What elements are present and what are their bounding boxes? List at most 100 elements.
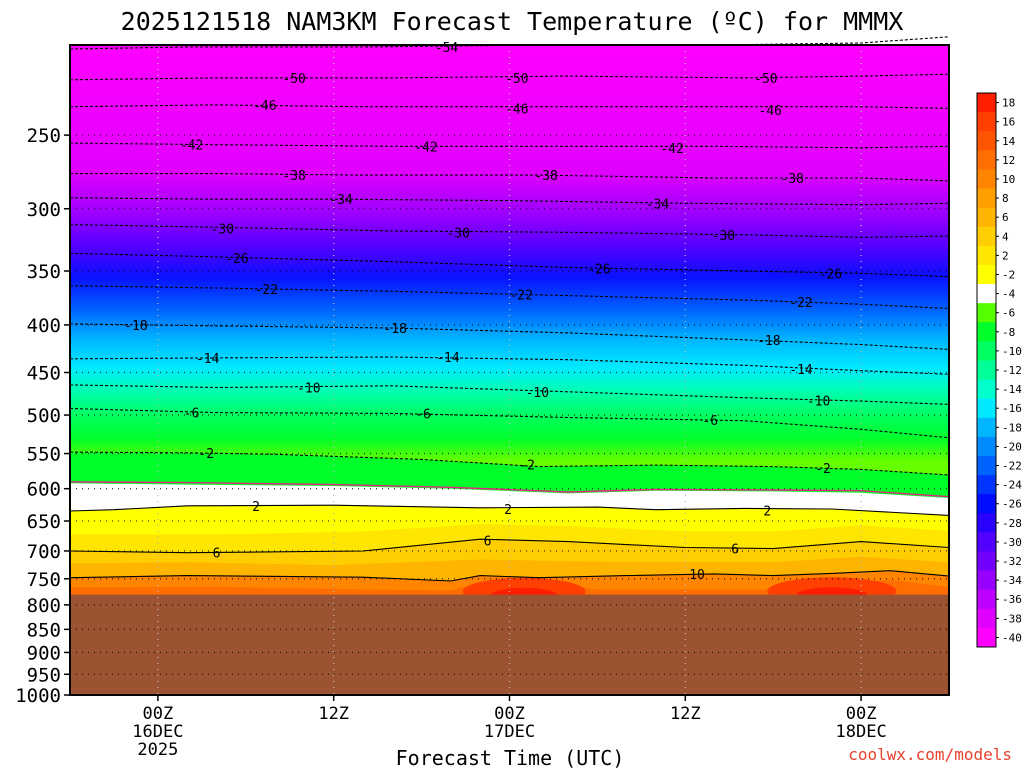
- x-axis-title: Forecast Time (UTC): [396, 746, 625, 768]
- isotherm-label-10-0: 10: [689, 568, 705, 583]
- isotherm-label--14-2: -14: [789, 363, 813, 378]
- isotherm-label-6-0: 6: [213, 547, 221, 562]
- freezing-line: [69, 481, 950, 498]
- colorbar-swatch--10: [977, 341, 996, 361]
- y-tick-label-450: 450: [27, 363, 61, 385]
- colorbar-label--38: -38: [1002, 612, 1022, 625]
- colorbar-swatch-18: [977, 93, 996, 113]
- colorbar-label--16: -16: [1002, 402, 1022, 415]
- isotherm-label--42-1: -42: [414, 140, 437, 155]
- isotherm-label--26-0: -26: [225, 252, 248, 267]
- colorbar-swatch--26: [977, 494, 996, 514]
- isotherm--26: [69, 252, 950, 278]
- y-tick-label-500: 500: [27, 405, 61, 427]
- colorbar-swatch--18: [977, 417, 996, 438]
- isotherm-label--38-1: -38: [534, 169, 557, 184]
- x-tick-label-0-3: 2025: [137, 740, 178, 760]
- colorbar-swatch-8: [977, 188, 996, 209]
- isotherm-label-6-2: 6: [731, 543, 739, 558]
- colorbar-label--32: -32: [1002, 555, 1022, 568]
- isotherm--42: [69, 142, 950, 149]
- colorbar-label--20: -20: [1002, 440, 1022, 453]
- isotherm-label--50-2: -50: [754, 72, 777, 87]
- colorbar-swatch--40: [977, 627, 996, 648]
- isotherm-label--46-1: -46: [505, 102, 528, 117]
- isotherm-label-6-1: 6: [484, 534, 492, 549]
- isotherm--54: [69, 36, 950, 50]
- isotherm-label--30-1: -30: [446, 226, 469, 241]
- below-ground-mask: [70, 594, 949, 695]
- x-tick-label-3-1: 12Z: [670, 704, 701, 724]
- colorbar-label-4: 4: [1002, 230, 1009, 243]
- colorbar-label--8: -8: [1002, 326, 1015, 339]
- isotherm-label--14-1: -14: [436, 351, 460, 366]
- isotherm-label--18-2: -18: [757, 334, 780, 349]
- x-tick-label-2-2: 17DEC: [484, 722, 535, 742]
- isotherm-label--22-2: -22: [789, 296, 812, 311]
- colorbar-label--2: -2: [1002, 268, 1015, 281]
- colorbar-swatch--14: [977, 379, 996, 400]
- isotherm-label--46-0: -46: [253, 99, 276, 114]
- isotherm-label--34-0: -34: [329, 193, 353, 208]
- isotherm-label--54-0: -54: [435, 41, 459, 56]
- colorbar-label--12: -12: [1002, 364, 1022, 377]
- colorbar-swatch--12: [977, 360, 996, 380]
- y-tick-label-600: 600: [27, 479, 61, 501]
- isotherm-label--14-0: -14: [196, 352, 220, 367]
- isotherm-label--42-2: -42: [660, 142, 683, 157]
- isotherm--2: [69, 451, 950, 476]
- colorbar-swatch--6: [977, 303, 996, 323]
- y-tick-label-700: 700: [27, 541, 61, 563]
- colorbar-label-14: 14: [1002, 135, 1016, 148]
- isotherm-label-2-2: 2: [763, 504, 771, 519]
- y-tick-label-850: 850: [27, 619, 61, 641]
- colorbar-label--26: -26: [1002, 498, 1022, 511]
- colorbar-label--22: -22: [1002, 460, 1022, 473]
- colorbar-swatch--2: [977, 264, 996, 285]
- y-tick-label-1000: 1000: [15, 685, 61, 707]
- isotherm-label--18-1: -18: [383, 322, 406, 337]
- colorbar-label--36: -36: [1002, 593, 1022, 606]
- y-tick-label-650: 650: [27, 511, 61, 533]
- colorbar-label--18: -18: [1002, 421, 1022, 434]
- isotherm-label--2-2: -2: [815, 462, 831, 477]
- colorbar-label--28: -28: [1002, 517, 1022, 530]
- y-tick-label-750: 750: [27, 569, 61, 591]
- colorbar-label--6: -6: [1002, 307, 1015, 320]
- isotherm--38: [70, 173, 950, 182]
- colorbar-label-12: 12: [1002, 154, 1015, 167]
- y-tick-label-950: 950: [27, 664, 61, 686]
- x-tick-label-0-2: 16DEC: [132, 722, 183, 742]
- colorbar-swatch--30: [977, 532, 996, 552]
- isotherm-label--26-2: -26: [819, 267, 842, 282]
- colorbar-swatch--4: [977, 284, 996, 304]
- isotherm-label--2-0: -2: [198, 447, 214, 462]
- isotherm--14: [69, 356, 950, 375]
- colorbar-swatch--16: [977, 398, 996, 419]
- isotherm-label-2-0: 2: [252, 500, 260, 515]
- colorbar-label-18: 18: [1002, 97, 1015, 110]
- x-tick-label-1-1: 12Z: [318, 704, 349, 724]
- isotherm--46: [69, 104, 950, 109]
- isotherm-label--2-1: -2: [519, 458, 535, 473]
- colorbar-swatch--8: [977, 322, 996, 342]
- isotherm-label--22-0: -22: [255, 283, 278, 298]
- colorbar-swatch--22: [977, 455, 996, 476]
- isotherm--6: [69, 407, 950, 439]
- isotherm-label--30-2: -30: [712, 229, 735, 244]
- isotherm-label--50-1: -50: [505, 72, 528, 87]
- isotherm-label--30-0: -30: [211, 222, 234, 237]
- colorbar-swatch-2: [977, 245, 996, 266]
- y-tick-label-250: 250: [27, 125, 61, 147]
- isotherm--22: [69, 285, 950, 310]
- colorbar-swatch--32: [977, 551, 996, 571]
- x-tick-label-4-1: 00Z: [846, 704, 877, 724]
- colorbar-label-8: 8: [1002, 192, 1009, 205]
- y-tick-label-900: 900: [27, 642, 61, 664]
- y-tick-label-400: 400: [27, 315, 61, 337]
- isotherm--50: [69, 73, 950, 81]
- colorbar-label-2: 2: [1002, 249, 1009, 262]
- isotherm-label--10-2: -10: [807, 394, 830, 409]
- colorbar-label--30: -30: [1002, 536, 1022, 549]
